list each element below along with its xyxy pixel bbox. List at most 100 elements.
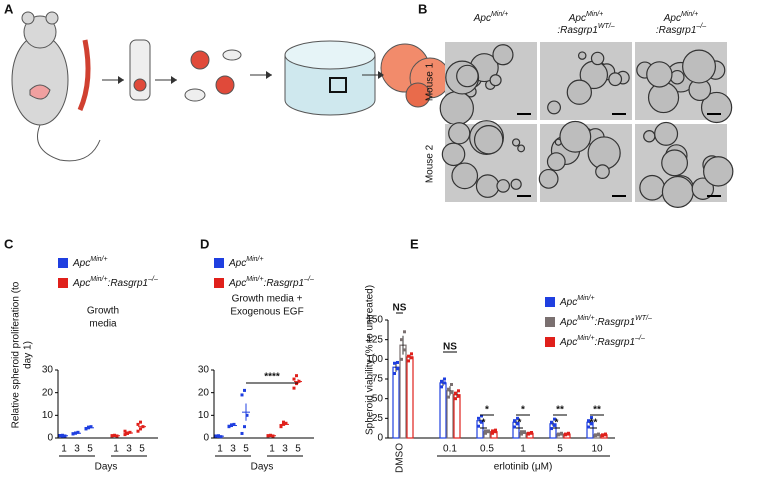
x-tick-label: 1: [113, 444, 119, 455]
legend-label: ApcMin/+: [559, 295, 595, 307]
point: [520, 432, 523, 436]
point: [550, 427, 553, 431]
point: [447, 395, 450, 399]
point: [494, 430, 497, 434]
point: [590, 416, 593, 420]
column-header: ApcMin/+: [568, 11, 604, 23]
arrow-head: [378, 71, 384, 79]
point: [227, 424, 231, 428]
spheroid: [608, 72, 623, 87]
text-part: WT/–: [598, 23, 615, 30]
point: [136, 429, 140, 433]
point: [393, 371, 396, 375]
illustration: [11, 11, 451, 162]
chart-title: Growth: [87, 306, 119, 317]
point: [567, 431, 570, 435]
point: [282, 420, 285, 424]
column-header: ApcMin/+: [663, 11, 699, 23]
text-part: :Rasgrp1: [108, 278, 149, 289]
spheroid: [643, 130, 656, 143]
spheroid: [451, 162, 479, 190]
text-part: Apc: [559, 317, 577, 328]
legend-swatch: [58, 278, 68, 288]
y-tick-label: 100: [366, 354, 383, 365]
point: [477, 424, 480, 428]
point: [393, 361, 396, 365]
point: [601, 433, 604, 437]
significance-label: *: [518, 418, 522, 429]
text-part: WT/–: [635, 315, 652, 322]
column-header: ApcMin/+: [473, 11, 509, 23]
text-part: Apc: [559, 297, 577, 308]
y-tick-label: 10: [198, 410, 210, 421]
point: [587, 419, 590, 423]
point: [400, 338, 403, 342]
point: [550, 420, 553, 424]
point: [243, 388, 246, 392]
text-part: Apc: [228, 278, 246, 289]
point: [123, 433, 127, 437]
spheroid: [661, 175, 694, 208]
point: [457, 389, 460, 393]
text-part: Apc: [473, 13, 491, 24]
y-tick-label: 125: [366, 334, 383, 345]
spheroid: [547, 100, 561, 115]
x-tick-label: 1: [217, 444, 223, 455]
x-axis-label: Days: [251, 462, 274, 473]
point: [480, 420, 483, 424]
panel-label: C: [4, 236, 14, 251]
spheroid: [510, 178, 522, 190]
spheroid: [538, 168, 559, 189]
legend-swatch: [214, 258, 224, 268]
x-tick-label: 3: [126, 444, 132, 455]
y-tick-label: 20: [42, 387, 54, 398]
text-part: Apc: [72, 258, 90, 269]
y-tick-label: 75: [372, 374, 384, 385]
point: [557, 432, 560, 436]
point: [594, 433, 597, 437]
legend-label: ApcMin/+:Rasgrp1–/–: [72, 276, 158, 288]
legend-swatch: [58, 258, 68, 268]
spheroid: [661, 149, 689, 177]
significance-label: **: [593, 405, 601, 416]
point: [516, 422, 519, 426]
x-tick-label: 5: [557, 444, 563, 455]
legend-swatch: [545, 317, 555, 327]
point: [564, 432, 567, 436]
text-part: Min/+: [246, 276, 263, 283]
x-tick-label: 5: [295, 444, 301, 455]
legend-label: ApcMin/+: [228, 256, 264, 268]
point: [396, 360, 399, 364]
significance-label: NS: [443, 342, 457, 353]
spheroid: [590, 51, 605, 66]
significance-label: NS: [393, 303, 407, 314]
spheroid: [489, 74, 502, 87]
point: [523, 430, 526, 434]
y-tick-label: 0: [377, 433, 383, 444]
text-part: :Rasgrp1: [595, 317, 636, 328]
x-tick-label: 0.1: [443, 444, 457, 455]
y-tick-label: 20: [198, 387, 210, 398]
point: [396, 367, 399, 371]
text-part: Apc: [568, 13, 586, 24]
text-part: –/–: [634, 335, 645, 342]
spheroid: [517, 144, 526, 153]
point: [457, 394, 460, 398]
significance-label: **: [556, 405, 564, 416]
point: [487, 429, 490, 433]
point: [560, 431, 563, 435]
text-part: :Rasgrp1: [264, 278, 305, 289]
point: [450, 390, 453, 394]
point: [292, 386, 296, 390]
significance-label: *: [485, 405, 489, 416]
point: [494, 428, 497, 432]
panel-label: E: [410, 236, 419, 251]
point: [484, 429, 487, 433]
y-tick-label: 0: [47, 433, 53, 444]
point: [123, 429, 127, 433]
text-part: Min/+: [90, 256, 107, 263]
point: [243, 425, 246, 429]
point: [87, 425, 90, 429]
text-part: Min/+: [577, 295, 594, 302]
point: [447, 387, 450, 391]
